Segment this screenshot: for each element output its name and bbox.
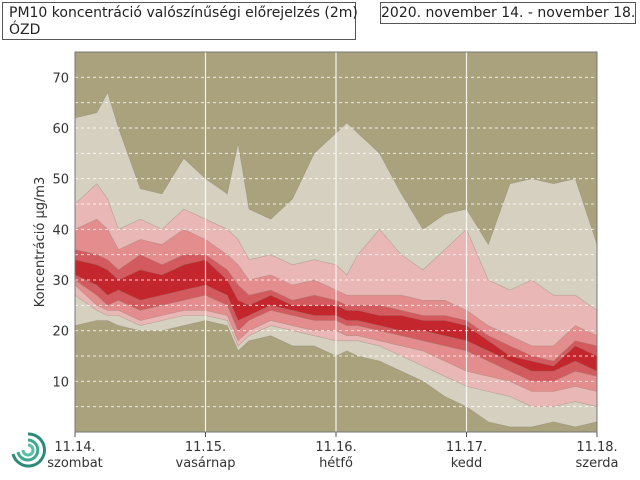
x-tick-day: hétfő [319,456,353,471]
x-tick-day: kedd [451,456,483,471]
y-tick-label: 30 [52,274,69,289]
x-tick-date: 11.15. [185,440,226,455]
y-axis-label: Koncentráció µg/m3 [33,177,48,308]
x-tick-day: vasárnap [176,456,236,471]
swirl-logo-icon [8,430,48,470]
y-tick-label: 60 [52,122,69,137]
date-range-label: 2020. november 14. - november 18. [380,2,636,24]
x-tick-date: 11.16. [315,440,356,455]
x-tick-date: 11.14. [54,440,95,455]
y-tick-label: 10 [52,375,69,390]
x-tick-date: 11.18. [576,440,617,455]
x-tick-day: szombat [47,456,103,471]
x-tick-date: 11.17. [446,440,487,455]
y-tick-label: 40 [52,223,69,238]
y-tick-label: 70 [52,71,69,86]
x-tick-day: szerda [576,456,619,471]
y-tick-label: 20 [52,325,69,340]
y-tick-label: 50 [52,173,69,188]
location-label: ÓZD [9,22,41,38]
chart-title: PM10 koncentráció valószínűségi előrejel… [9,5,358,21]
chart-title-box: PM10 koncentráció valószínűségi előrejel… [2,2,358,40]
